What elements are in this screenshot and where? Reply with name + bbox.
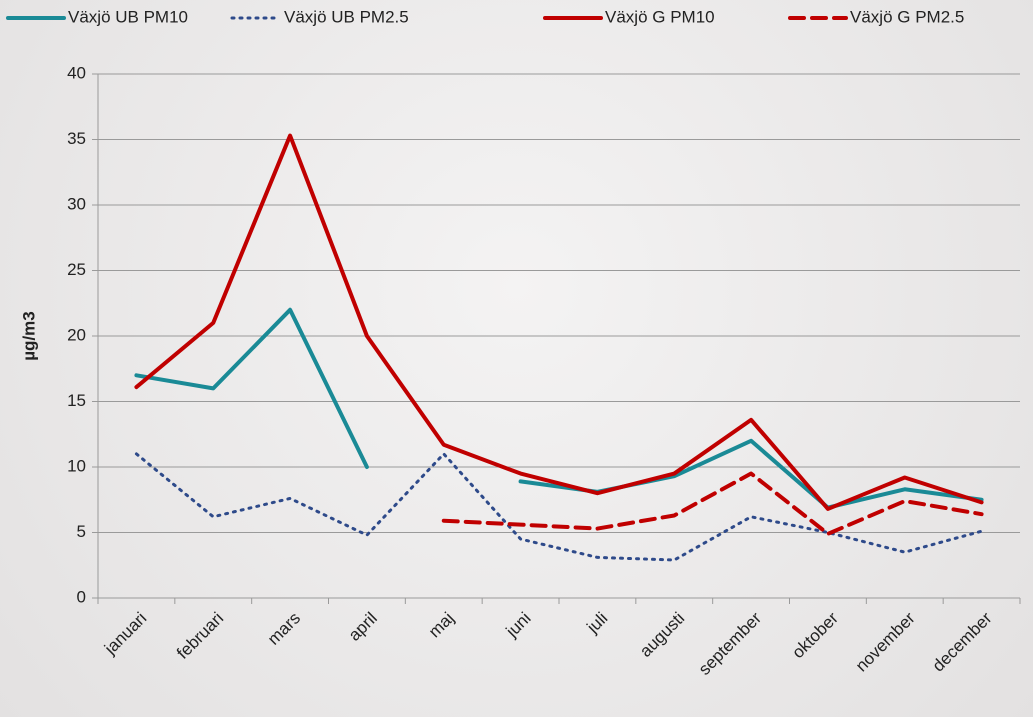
y-tick-label: 10 (67, 456, 86, 475)
series-line (134, 133, 984, 511)
legend-label: Växjö UB PM10 (68, 7, 188, 26)
x-tick-label: januari (100, 609, 150, 659)
y-axis-label: µg/m3 (19, 311, 38, 360)
y-tick-label: 15 (67, 391, 86, 410)
x-tick-label: oktober (788, 608, 842, 662)
x-tick-label: juli (583, 609, 612, 638)
legend-label: Växjö UB PM2.5 (284, 7, 409, 26)
x-tick-label: juni (502, 609, 535, 642)
y-tick-label: 30 (67, 194, 86, 213)
y-tick-label: 25 (67, 260, 86, 279)
x-tick-label: mars (264, 609, 304, 649)
legend-label: Växjö G PM2.5 (850, 7, 964, 26)
y-tick-label: 20 (67, 325, 86, 344)
x-tick-label: maj (425, 609, 458, 642)
y-tick-label: 5 (77, 522, 86, 541)
y-tick-label: 40 (67, 63, 86, 82)
series-line (134, 307, 369, 469)
legend-label: Växjö G PM10 (605, 7, 715, 26)
series-line (441, 471, 984, 536)
x-tick-label: november (852, 608, 919, 675)
x-tick-label: februari (173, 609, 227, 663)
y-tick-label: 0 (77, 587, 86, 606)
x-tick-label: augusti (636, 609, 688, 661)
x-tick-label: september (695, 608, 765, 678)
x-tick-label: april (345, 609, 381, 645)
y-tick-label: 35 (67, 129, 86, 148)
x-tick-label: december (929, 608, 996, 675)
series-line (134, 452, 984, 562)
